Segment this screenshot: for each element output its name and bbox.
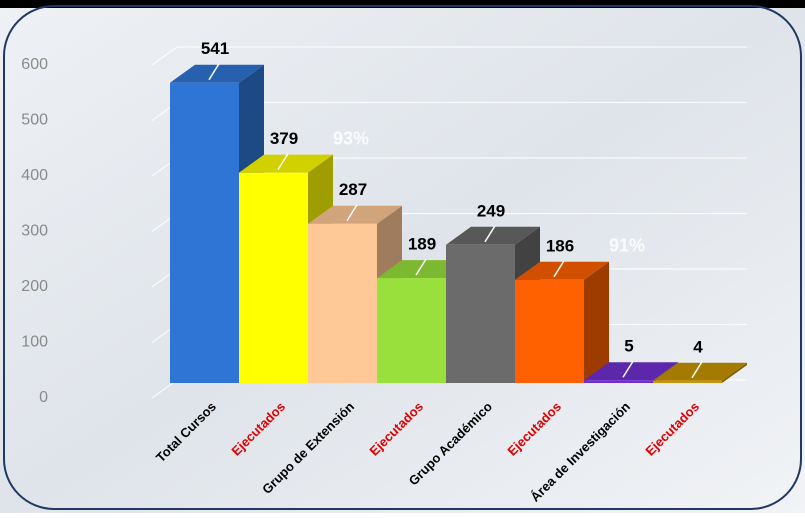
y-tick-label: 300 [21, 223, 48, 240]
bar [377, 278, 446, 383]
bar-side [584, 261, 609, 383]
bar-side [722, 362, 747, 383]
data-label: 189 [408, 235, 436, 254]
bar [653, 380, 722, 383]
top-strip [0, 0, 805, 8]
annotation: 93% [333, 128, 369, 148]
bar [515, 279, 584, 383]
bar-top [653, 362, 747, 381]
bar [308, 223, 377, 383]
y-tick-label: 200 [21, 278, 48, 295]
bar [584, 380, 653, 383]
data-label: 5 [624, 337, 633, 356]
data-label: 249 [477, 201, 505, 220]
bar [446, 244, 515, 383]
leader-line [277, 153, 289, 171]
data-label: 287 [339, 180, 367, 199]
leader-line [553, 260, 565, 278]
bar-top [446, 226, 540, 245]
leader-line [415, 258, 427, 276]
data-label: 541 [201, 39, 229, 58]
y-tick-label: 600 [21, 56, 48, 73]
bar-top [515, 261, 609, 280]
leader-line [622, 360, 634, 378]
data-label: 186 [546, 236, 574, 255]
leader-line [691, 361, 703, 379]
data-label: 4 [693, 337, 703, 356]
y-tick-label: 0 [39, 389, 48, 406]
annotation: 91% [609, 236, 645, 256]
y-tick-label: 500 [21, 112, 48, 129]
bar [239, 172, 308, 383]
leader-line [346, 204, 358, 222]
bar [170, 82, 239, 384]
bar-top [170, 64, 264, 83]
bar-top [584, 362, 678, 381]
bar-top [308, 205, 402, 224]
grid-line [151, 46, 747, 66]
data-label: 379 [270, 129, 298, 148]
leader-line [484, 225, 496, 243]
y-tick-label: 400 [21, 167, 48, 184]
y-tick-label: 100 [21, 334, 48, 351]
frame [3, 5, 802, 510]
leader-line [208, 63, 220, 81]
bar-top [239, 154, 333, 173]
